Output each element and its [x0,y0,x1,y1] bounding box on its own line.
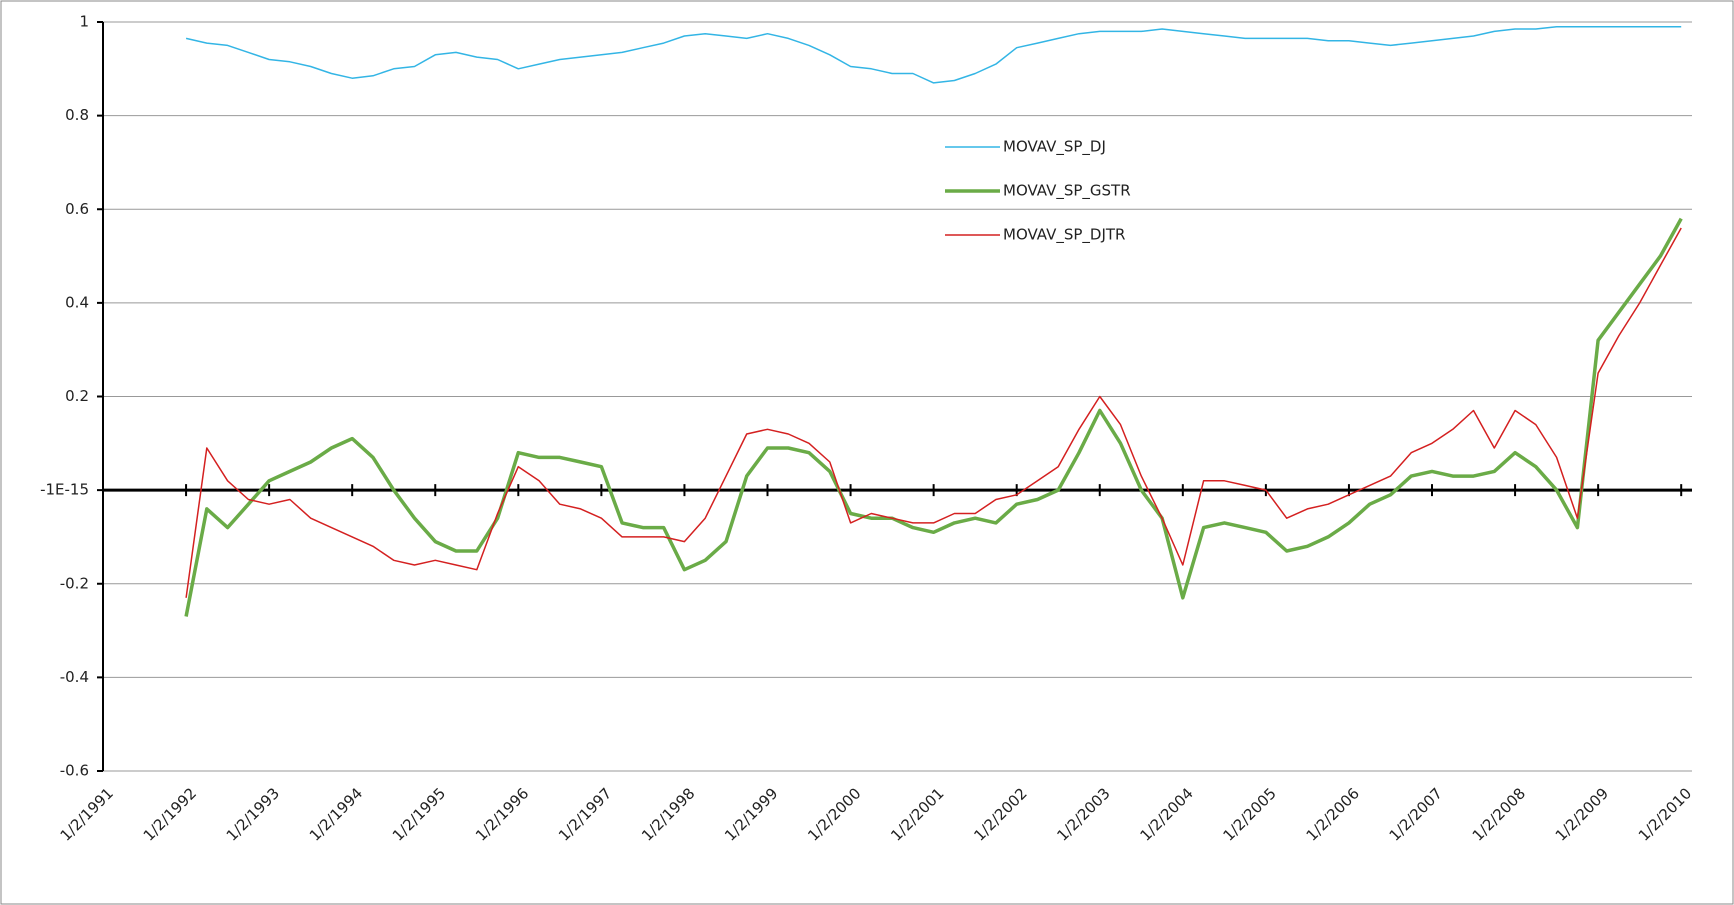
series-line [184,217,1683,617]
y-tick-label: 0.6 [65,200,89,218]
y-tick-label: -0.4 [60,668,89,686]
y-tick-label: 1 [79,13,89,31]
series-line [185,25,1682,84]
y-tick-label: 0.4 [65,293,89,311]
legend-label: MOVAV_SP_DJTR [1003,226,1125,245]
y-tick-label: -1E-15 [40,481,89,499]
legend-label: MOVAV_SP_DJ [1003,138,1106,157]
series-line [185,227,1682,598]
y-tick-label: -0.6 [60,762,89,780]
legend-label: MOVAV_SP_GSTR [1003,182,1131,201]
y-tick-label: 0.8 [65,106,89,124]
y-tick-label: -0.2 [60,574,89,592]
y-tick-label: 0.2 [65,387,89,405]
